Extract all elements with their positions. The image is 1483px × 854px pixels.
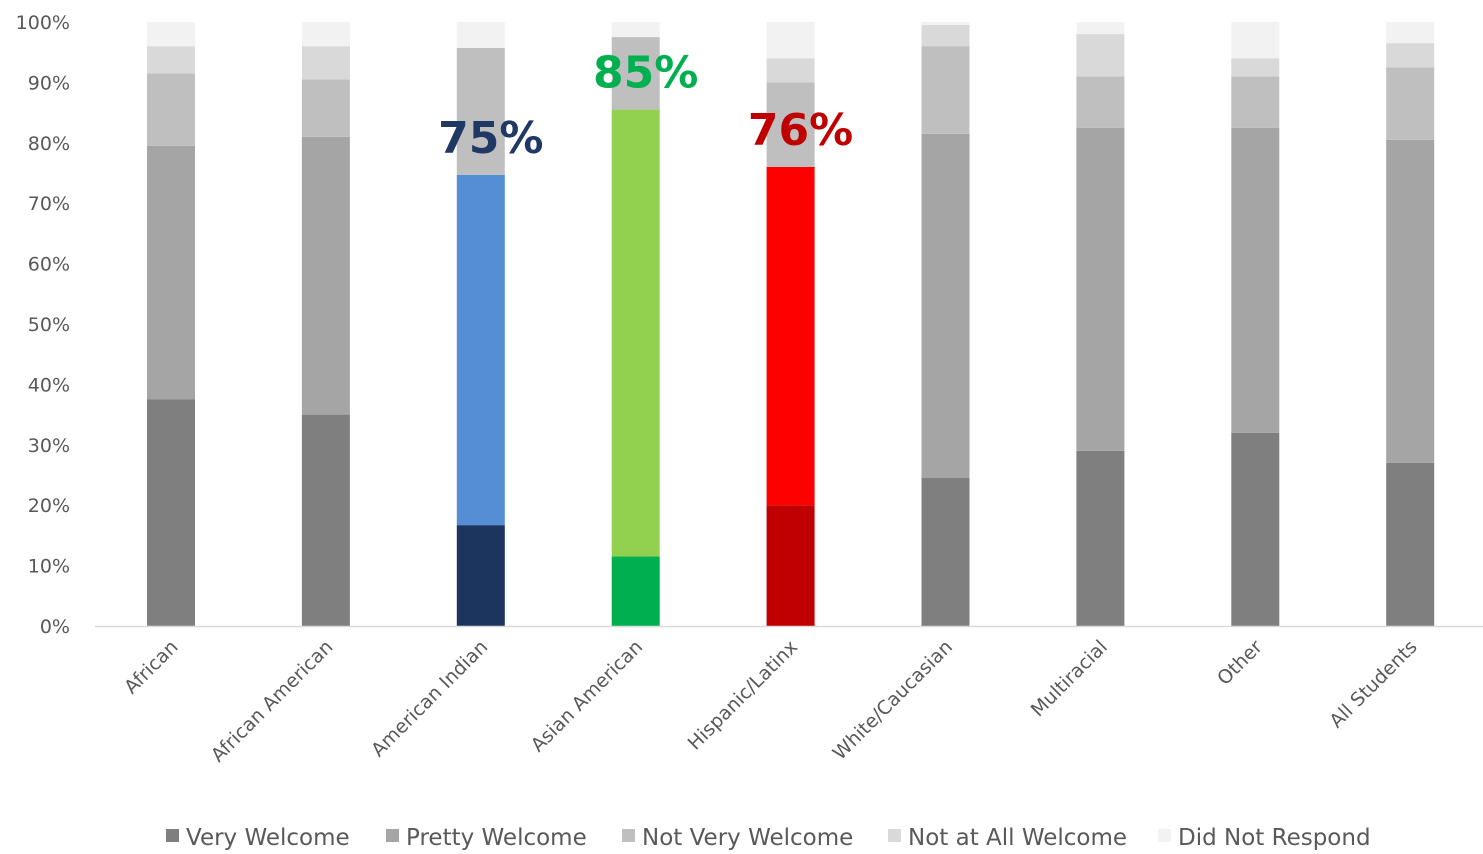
bar-segment-not-very-welcome bbox=[1386, 67, 1435, 140]
bar-segment-very-welcome bbox=[1076, 450, 1125, 626]
legend-swatch bbox=[386, 829, 399, 842]
bar-segment-pretty-welcome bbox=[147, 145, 195, 400]
bar-segment-pretty-welcome bbox=[921, 133, 970, 479]
bar-african-american bbox=[301, 22, 350, 626]
y-axis: 0% 10% 20% 30% 40% 50% 60% 70% 80% 90% 100% bbox=[16, 12, 70, 638]
bar-segment-not-very-welcome bbox=[921, 46, 970, 134]
y-tick-label: 30% bbox=[28, 435, 70, 457]
bar-segment-did-not-respond bbox=[611, 22, 660, 38]
legend: Very Welcome Pretty Welcome Not Very Welco… bbox=[166, 825, 1371, 851]
bar-segment-not-very-welcome bbox=[456, 47, 505, 175]
callouts: 75% 85% 76% bbox=[438, 48, 853, 164]
legend-label: Very Welcome bbox=[186, 825, 350, 850]
legend-item-did-not-respond: Did Not Respond bbox=[1158, 825, 1371, 851]
bar-segment-did-not-respond bbox=[456, 22, 505, 48]
bar-segment-not-at-all-welcome bbox=[1076, 34, 1125, 77]
bar-segment-did-not-respond bbox=[1231, 22, 1280, 59]
bar-all-students bbox=[1386, 22, 1435, 626]
legend-label: Pretty Welcome bbox=[406, 825, 587, 850]
legend-label: Not at All Welcome bbox=[908, 825, 1127, 850]
x-tick-label: African American bbox=[207, 636, 338, 767]
bar-segment-not-very-welcome bbox=[1076, 76, 1125, 128]
legend-item-not-very-welcome: Not Very Welcome bbox=[622, 825, 853, 851]
legend-swatch bbox=[622, 829, 635, 842]
legend-item-pretty-welcome: Pretty Welcome bbox=[386, 825, 587, 851]
bar-segment-not-very-welcome bbox=[766, 82, 815, 167]
bar-segment-did-not-respond bbox=[1386, 22, 1435, 44]
y-tick-label: 90% bbox=[28, 72, 70, 94]
bar-segment-did-not-respond bbox=[1076, 22, 1125, 35]
x-tick-label: All Students bbox=[1325, 636, 1421, 732]
bar-segment-not-at-all-welcome bbox=[766, 58, 815, 83]
bar-segment-very-welcome bbox=[1386, 462, 1435, 626]
bar-segment-not-very-welcome bbox=[301, 79, 350, 137]
bar-segment-not-very-welcome bbox=[611, 37, 660, 110]
legend-swatch bbox=[166, 829, 179, 842]
y-tick-label: 50% bbox=[28, 314, 70, 336]
bar-segment-not-at-all-welcome bbox=[301, 46, 350, 80]
y-tick-label: 20% bbox=[28, 495, 70, 517]
y-tick-label: 100% bbox=[16, 12, 70, 34]
bar-multiracial bbox=[1076, 22, 1125, 626]
bar-segment-very-welcome bbox=[147, 399, 195, 626]
bar-segment-did-not-respond bbox=[921, 22, 970, 26]
callout-label-american-indian: 75% bbox=[438, 113, 543, 164]
bar-segment-pretty-welcome bbox=[1076, 127, 1125, 451]
x-tick-label: African bbox=[120, 636, 182, 698]
bars bbox=[147, 22, 1435, 626]
bar-segment-not-very-welcome bbox=[1231, 76, 1280, 128]
legend-swatch bbox=[888, 829, 901, 842]
y-tick-label: 80% bbox=[28, 133, 70, 155]
bar-hispanic-latinx bbox=[766, 22, 815, 626]
bar-american-indian bbox=[456, 22, 505, 626]
bar-segment-very-welcome bbox=[456, 525, 505, 626]
x-tick-label: Other bbox=[1213, 636, 1267, 690]
bar-white-caucasian bbox=[921, 22, 970, 626]
bar-segment-did-not-respond bbox=[766, 22, 815, 59]
bar-segment-not-at-all-welcome bbox=[921, 25, 970, 47]
y-tick-label: 10% bbox=[28, 556, 70, 578]
bar-segment-not-at-all-welcome bbox=[1386, 43, 1435, 68]
x-tick-label: Multiracial bbox=[1027, 636, 1112, 721]
bar-segment-very-welcome bbox=[766, 505, 815, 626]
bar-segment-very-welcome bbox=[921, 478, 970, 626]
x-axis: African African American American Indian As… bbox=[120, 636, 1422, 767]
x-tick-label: White/Caucasian bbox=[829, 636, 957, 764]
legend-item-not-at-all-welcome: Not at All Welcome bbox=[888, 825, 1127, 851]
y-tick-label: 60% bbox=[28, 254, 70, 276]
bar-segment-very-welcome bbox=[301, 414, 350, 626]
bar-segment-pretty-welcome bbox=[1386, 139, 1435, 463]
bar-other bbox=[1231, 22, 1280, 626]
bar-segment-pretty-welcome bbox=[301, 136, 350, 415]
y-tick-label: 0% bbox=[40, 616, 70, 638]
bar-segment-very-welcome bbox=[611, 556, 660, 626]
x-tick-label: Hispanic/Latinx bbox=[684, 636, 803, 755]
bar-segment-very-welcome bbox=[1231, 432, 1280, 626]
x-tick-label: American Indian bbox=[367, 636, 492, 761]
legend-swatch bbox=[1158, 829, 1171, 842]
y-tick-label: 40% bbox=[28, 374, 70, 396]
y-tick-label: 70% bbox=[28, 193, 70, 215]
bar-segment-not-at-all-welcome bbox=[147, 46, 195, 74]
bar-asian-american bbox=[611, 22, 660, 626]
callout-label-asian-american: 85% bbox=[593, 48, 698, 99]
bar-segment-pretty-welcome bbox=[611, 109, 660, 557]
bar-african bbox=[147, 22, 195, 626]
bar-segment-pretty-welcome bbox=[766, 166, 815, 506]
callout-label-hispanic-latinx: 76% bbox=[748, 105, 853, 156]
legend-label: Did Not Respond bbox=[1178, 825, 1371, 850]
x-tick-label: Asian American bbox=[527, 636, 647, 756]
legend-item-very-welcome: Very Welcome bbox=[166, 825, 350, 851]
bar-segment-did-not-respond bbox=[301, 22, 350, 47]
bar-segment-not-very-welcome bbox=[147, 73, 195, 146]
bar-segment-pretty-welcome bbox=[1231, 127, 1280, 433]
bar-segment-pretty-welcome bbox=[456, 174, 505, 526]
legend-label: Not Very Welcome bbox=[642, 825, 853, 850]
bar-segment-not-at-all-welcome bbox=[1231, 58, 1280, 77]
bar-segment-did-not-respond bbox=[147, 22, 195, 47]
